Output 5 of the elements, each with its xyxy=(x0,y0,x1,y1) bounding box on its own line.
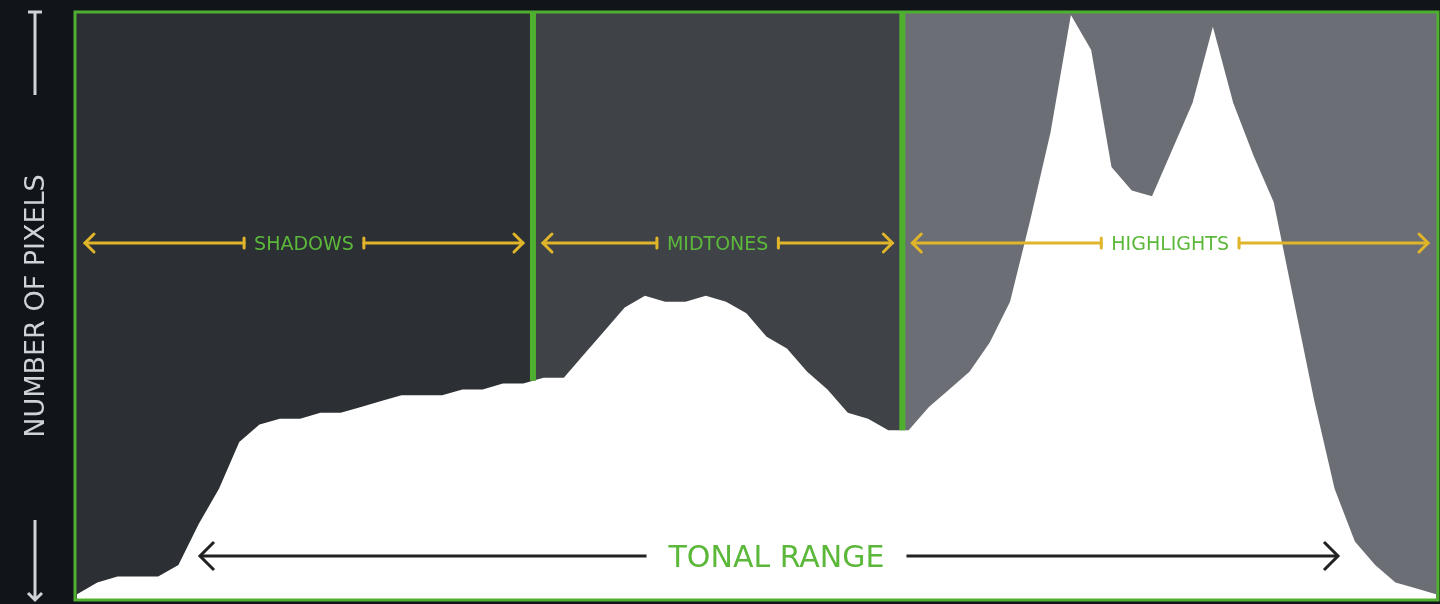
y-axis-title: NUMBER OF PIXELS xyxy=(19,174,51,438)
annotation: SHADOWS xyxy=(254,231,354,254)
x-axis-title: TONAL RANGE xyxy=(667,538,885,574)
annotation: HIGHLIGHTS xyxy=(1111,231,1230,254)
annotation: MIDTONES xyxy=(666,231,769,254)
